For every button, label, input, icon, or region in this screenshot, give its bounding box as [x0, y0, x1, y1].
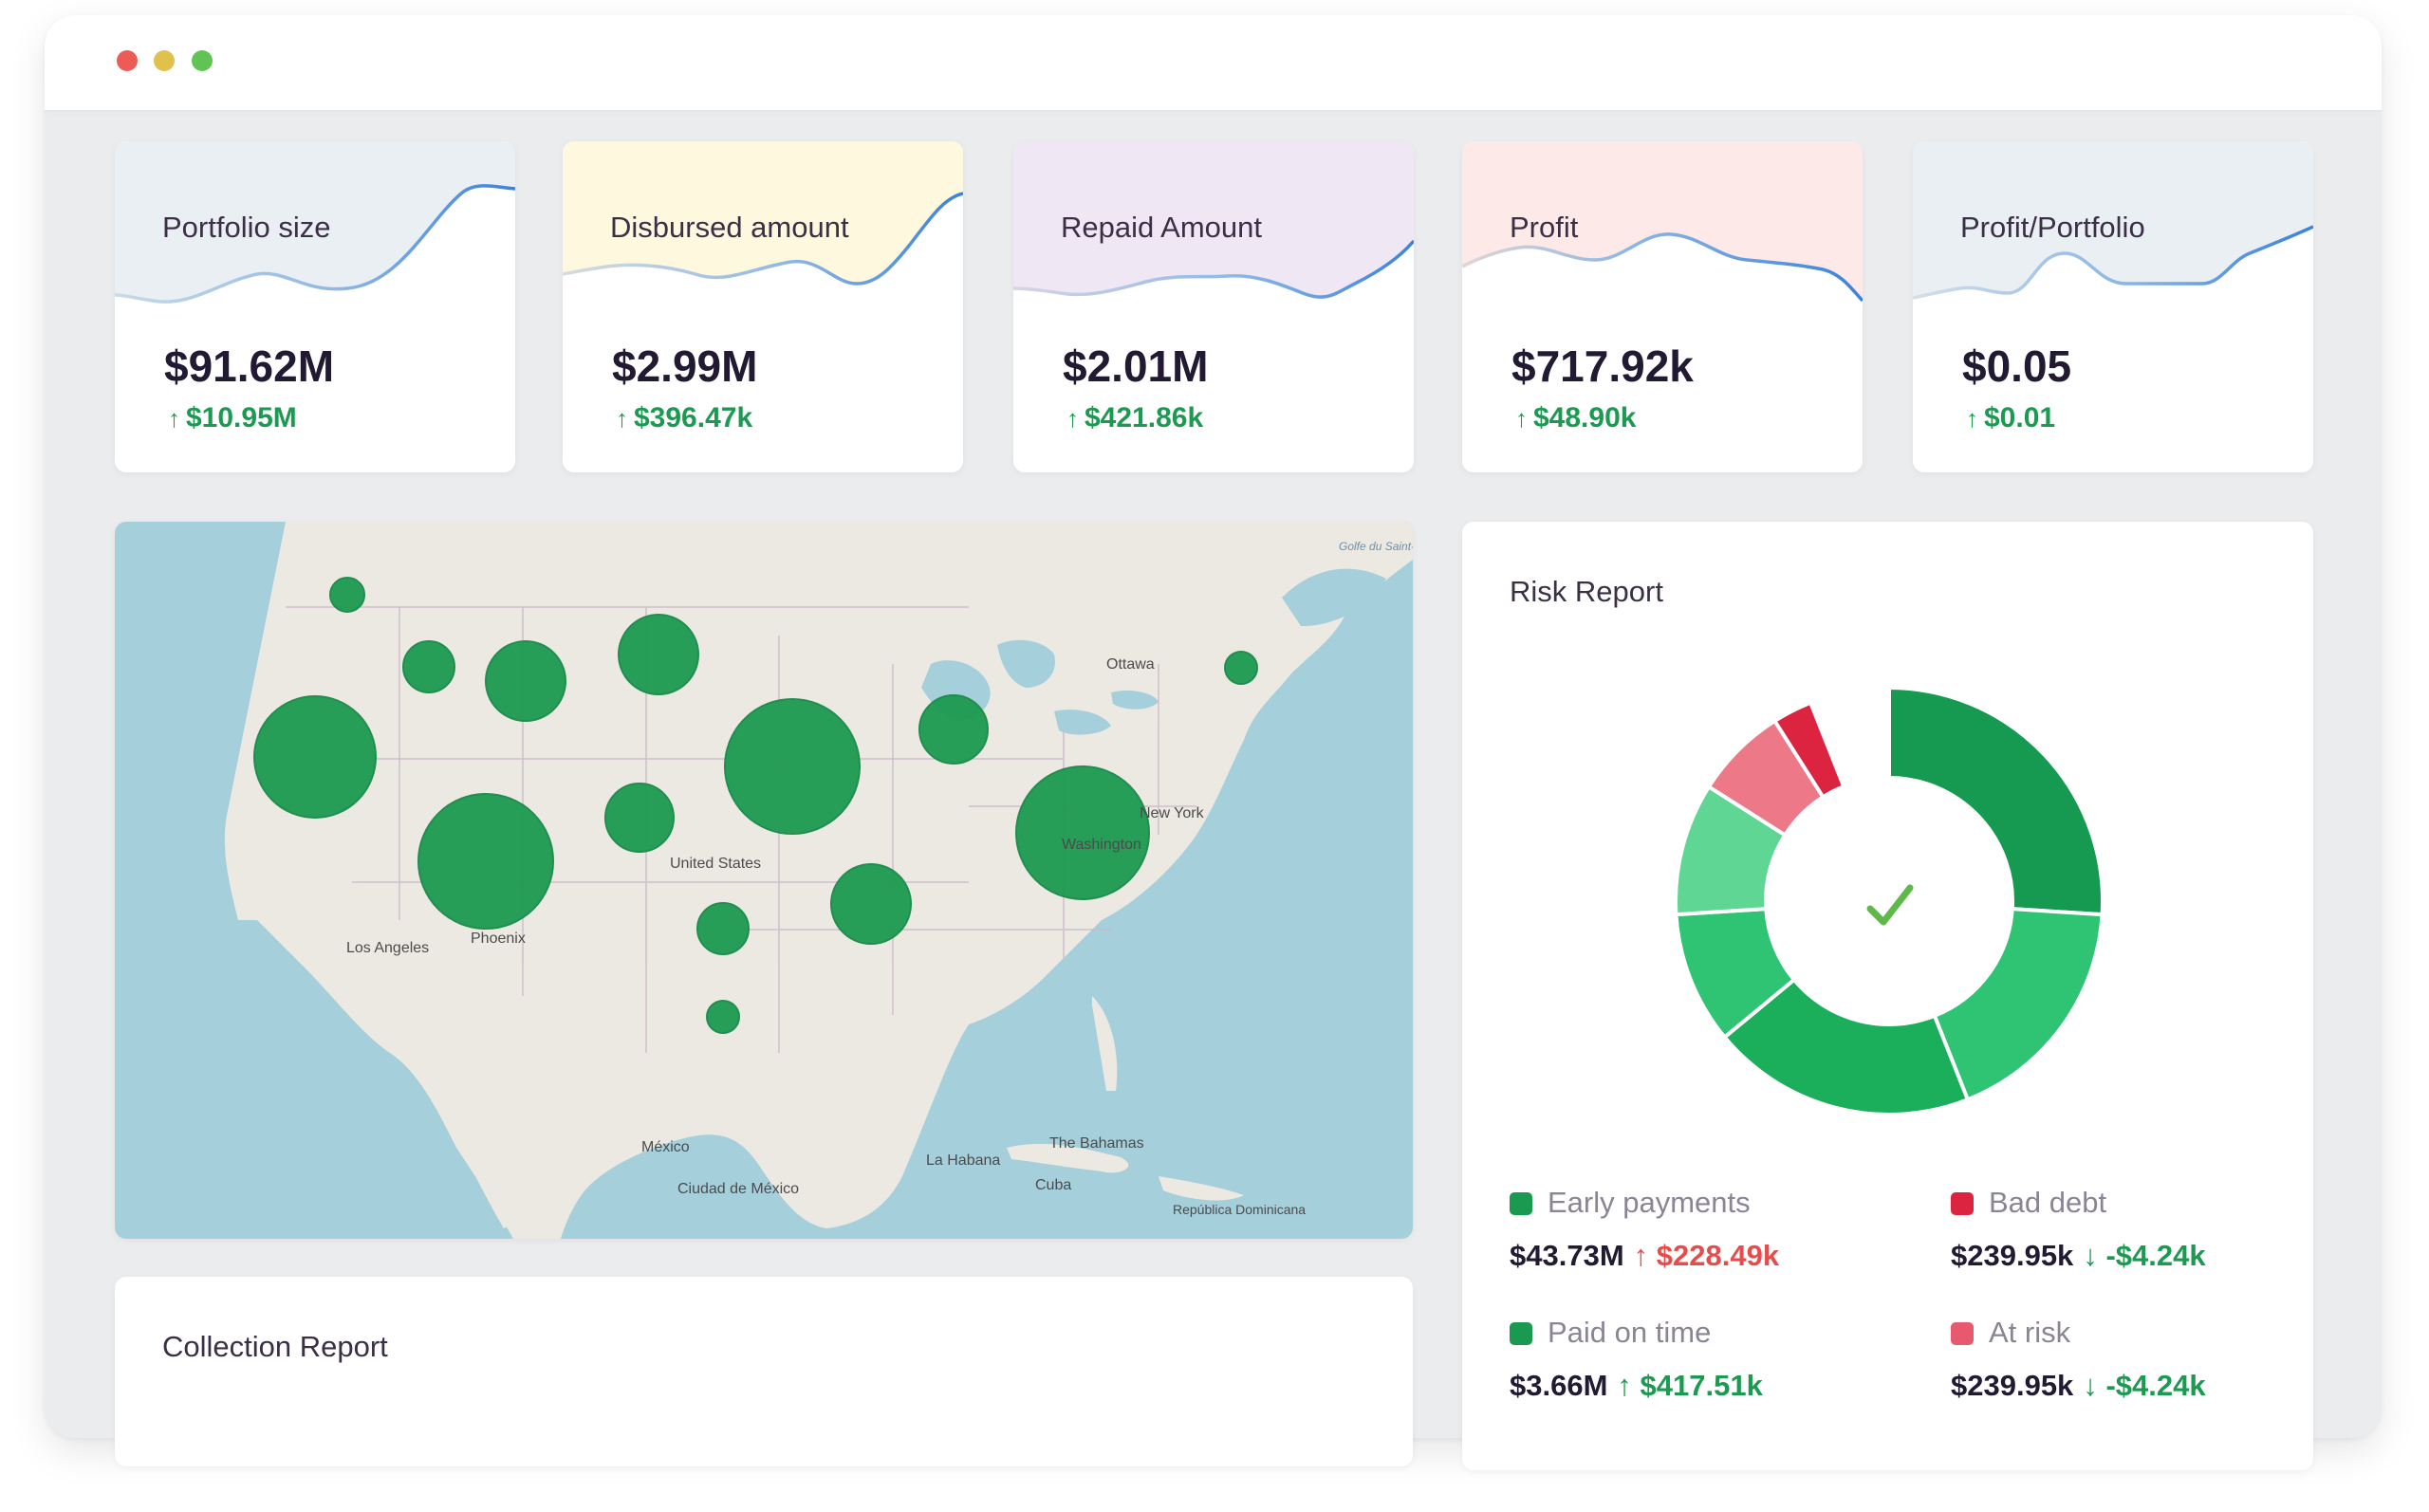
check-icon — [1866, 884, 1914, 926]
kpi-delta: ↑ $0.01 — [1966, 402, 2056, 433]
arrow-up-icon: ↑ — [1966, 404, 1978, 433]
legend-swatch — [1510, 1192, 1532, 1215]
sparkline — [1013, 141, 1414, 299]
map-panel[interactable]: Ottawa New York Washington United States… — [115, 522, 1413, 1239]
map-label-the-bahamas: The Bahamas — [1049, 1135, 1144, 1152]
legend-swatch — [1951, 1192, 1974, 1215]
legend-at-risk[interactable]: At risk $239.95k ↓ -$4.24k — [1951, 1316, 2206, 1402]
kpi-card-profit[interactable]: Profit $717.92k ↑ $48.90k — [1462, 141, 1863, 472]
risk-report-title: Risk Report — [1510, 575, 1663, 608]
kpi-value: $717.92k — [1511, 341, 1694, 391]
kpi-delta: ↑ $421.86k — [1066, 402, 1204, 433]
map-bubbles[interactable] — [253, 577, 1258, 1034]
map-label-los-angeles: Los Angeles — [346, 940, 429, 956]
arrow-up-icon: ↑ — [168, 404, 180, 433]
arrow-up-icon: ↑ — [616, 404, 628, 433]
arrow-down-icon: ↓ — [2083, 1369, 2098, 1402]
map-label-republica-dominicana: República Dominicana — [1173, 1202, 1306, 1217]
kpi-value: $2.99M — [612, 341, 758, 391]
arrow-up-icon: ↑ — [1617, 1369, 1632, 1402]
map-label-phoenix: Phoenix — [471, 931, 526, 947]
legend-bad-debt[interactable]: Bad debt $239.95k ↓ -$4.24k — [1951, 1186, 2206, 1272]
kpi-card-profit-portfolio[interactable]: Profit/Portfolio $0.05 ↑ $0.01 — [1913, 141, 2313, 472]
kpi-value: $2.01M — [1063, 341, 1209, 391]
map-label-ciudad-de-mexico: Ciudad de México — [677, 1181, 799, 1197]
sparkline — [1913, 141, 2313, 300]
kpi-value: $91.62M — [164, 341, 335, 391]
minimize-window-button[interactable] — [154, 50, 175, 71]
kpi-card-disbursed-amount[interactable]: Disbursed amount $2.99M ↑ $396.47k — [563, 141, 963, 472]
collection-report-panel: Collection Report — [115, 1277, 1413, 1466]
map-label-la-habana: La Habana — [926, 1152, 1000, 1169]
risk-donut-chart[interactable] — [1661, 673, 2117, 1129]
kpi-title: Profit — [1510, 211, 1579, 244]
arrow-up-icon: ↑ — [1066, 404, 1079, 433]
kpi-delta: ↑ $10.95M — [168, 402, 297, 433]
maximize-window-button[interactable] — [192, 50, 213, 71]
sparkline — [563, 141, 963, 286]
kpi-value: $0.05 — [1962, 341, 2072, 391]
arrow-up-icon: ↑ — [1515, 404, 1528, 433]
donut-segment-2[interactable] — [1721, 977, 1971, 1116]
map-label-united-states: United States — [670, 856, 761, 872]
risk-report-panel: Risk Report Early payments $43.73M ↑ $228… — [1462, 522, 2313, 1470]
map-label-new-york: New York — [1140, 805, 1205, 821]
legend-early-payments[interactable]: Early payments $43.73M ↑ $228.49k — [1510, 1186, 1780, 1272]
collection-report-title: Collection Report — [162, 1330, 388, 1363]
kpi-title: Repaid Amount — [1061, 211, 1262, 244]
arrow-up-icon: ↑ — [1633, 1239, 1649, 1272]
arrow-down-icon: ↓ — [2083, 1239, 2098, 1272]
kpi-card-portfolio-size[interactable]: Portfolio size $91.62M ↑ $10.95M — [115, 141, 515, 472]
map-label-ottawa: Ottawa — [1106, 656, 1155, 673]
sparkline — [115, 141, 515, 304]
sparkline — [1462, 141, 1863, 303]
bubble-map[interactable]: Ottawa New York Washington United States… — [115, 522, 1413, 1239]
kpi-title: Profit/Portfolio — [1960, 211, 2145, 244]
legend-swatch — [1510, 1322, 1532, 1345]
donut-segment-1[interactable] — [1932, 907, 2105, 1102]
kpi-title: Portfolio size — [162, 211, 331, 244]
legend-swatch — [1951, 1322, 1974, 1345]
kpi-delta: ↑ $396.47k — [616, 402, 753, 433]
legend-paid-on-time[interactable]: Paid on time $3.66M ↑ $417.51k — [1510, 1316, 1763, 1402]
title-bar — [45, 15, 2382, 110]
map-label-cuba: Cuba — [1035, 1177, 1071, 1193]
donut-segment-6[interactable] — [1771, 700, 1846, 800]
map-label-washington: Washington — [1062, 837, 1141, 853]
map-label-mexico: México — [641, 1139, 690, 1155]
donut-segment-0[interactable] — [1887, 685, 2105, 917]
close-window-button[interactable] — [117, 50, 138, 71]
kpi-title: Disbursed amount — [610, 211, 849, 244]
kpi-card-repaid-amount[interactable]: Repaid Amount $2.01M ↑ $421.86k — [1013, 141, 1414, 472]
map-label-gulf: Golfe du Saint-Laurent — [1339, 540, 1413, 553]
kpi-delta: ↑ $48.90k — [1515, 402, 1637, 433]
